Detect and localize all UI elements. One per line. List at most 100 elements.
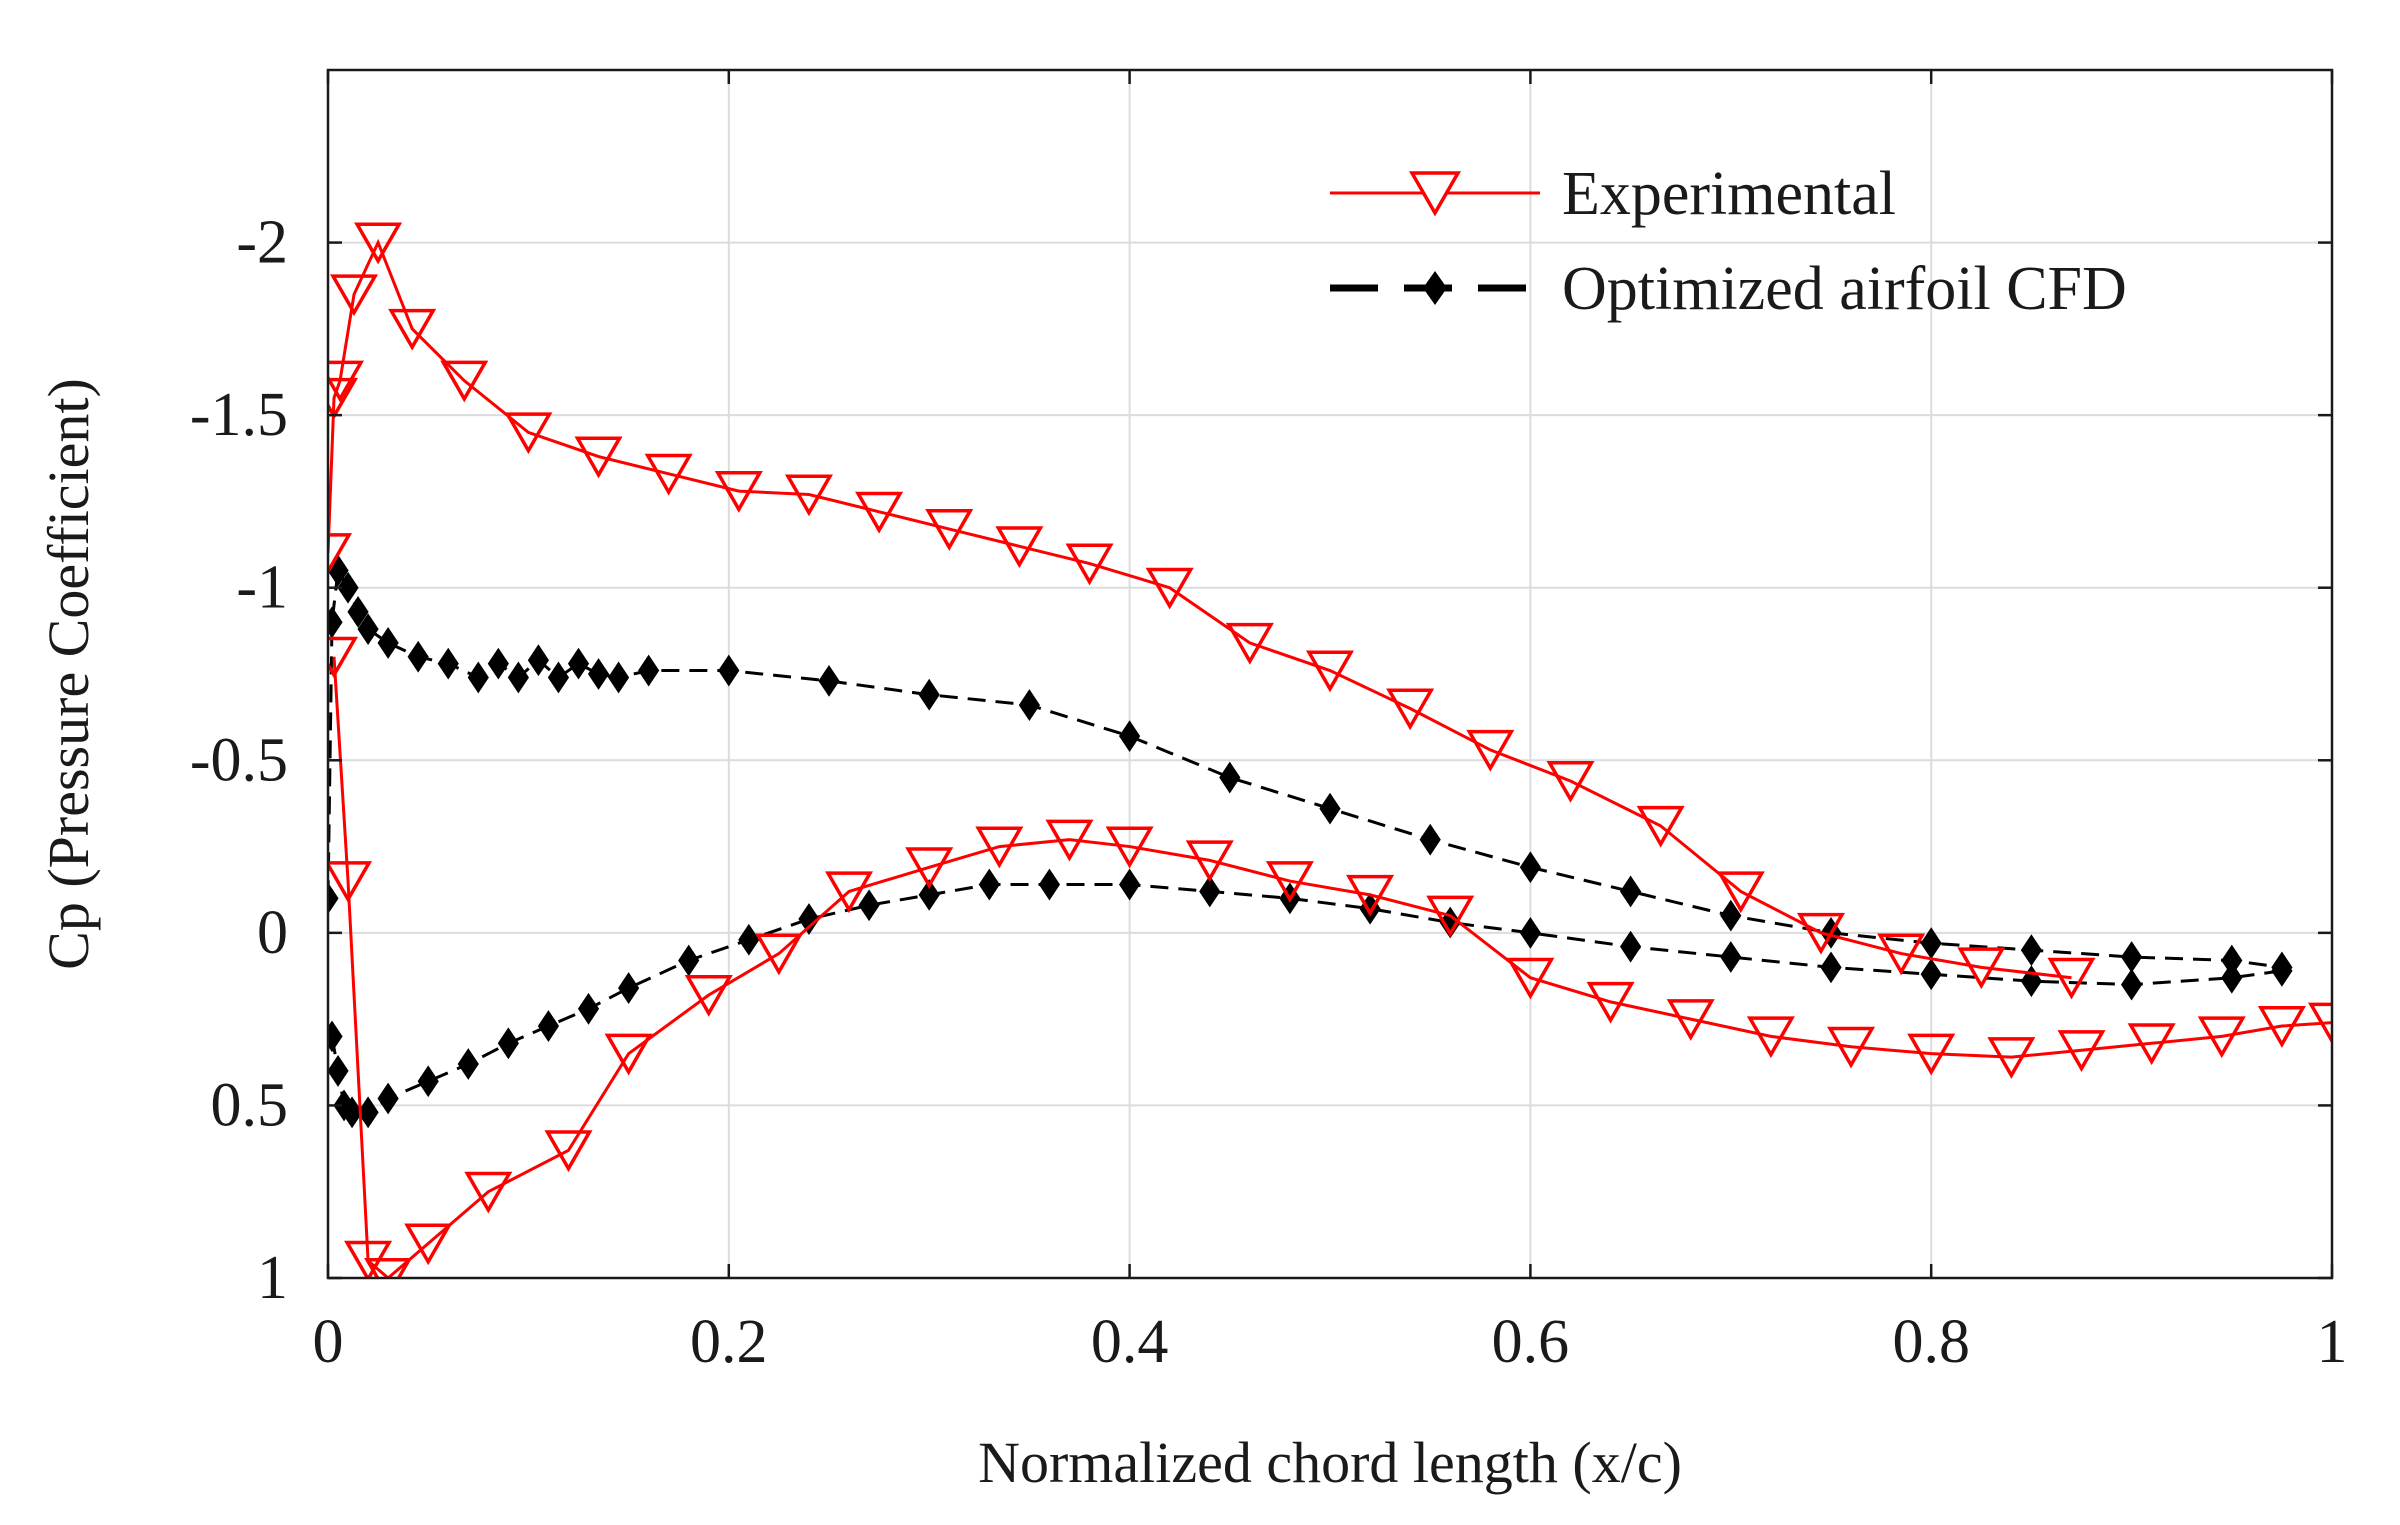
y-tick-label: 0 <box>257 899 288 967</box>
data-point <box>547 661 570 694</box>
data-point <box>905 847 954 890</box>
data-point <box>328 861 373 903</box>
data-point <box>1506 957 1555 1000</box>
data-point <box>1666 999 1715 1041</box>
data-point <box>357 613 379 646</box>
data-point <box>1466 729 1515 772</box>
plot-frame <box>326 68 2334 1280</box>
data-point <box>1619 875 1642 908</box>
data-point <box>995 526 1044 569</box>
data-point <box>1907 1033 1956 1076</box>
data-point <box>718 654 740 687</box>
data-point <box>377 1082 399 1115</box>
legend-label: Experimental <box>1562 160 1896 228</box>
x-axis-label: Normalized chord length (x/c) <box>978 1430 1682 1495</box>
data-point <box>328 1055 349 1087</box>
data-point <box>1716 871 1765 914</box>
axes: 0 0.2 0.4 0.6 0.8 1 -2 -1.5 -1 -0.5 0 0.5 1 <box>190 70 2348 1376</box>
data-point <box>1546 760 1595 803</box>
data-point <box>714 471 763 513</box>
data-point <box>918 878 940 911</box>
data-point <box>1519 851 1542 884</box>
data-point <box>2127 1023 2176 1066</box>
y-tick-label: 0.5 <box>211 1071 289 1139</box>
data-point <box>1920 958 1942 991</box>
data-point <box>2020 965 2043 998</box>
data-point <box>858 889 880 922</box>
data-point <box>347 595 369 628</box>
data-point <box>328 377 359 420</box>
data-point <box>574 436 623 479</box>
data-point <box>1118 868 1141 901</box>
data-point <box>1796 912 1846 955</box>
data-point <box>798 903 820 935</box>
legend-marker <box>1423 271 1447 305</box>
data-point <box>440 360 489 403</box>
data-point <box>1386 688 1435 731</box>
data-point <box>617 972 640 1004</box>
data-point <box>437 647 459 680</box>
data-point <box>1746 1016 1795 1059</box>
data-point <box>1519 916 1542 949</box>
data-point <box>457 1048 479 1080</box>
data-point <box>2020 934 2043 967</box>
data-point <box>404 1223 453 1266</box>
data-point <box>2057 1030 2106 1072</box>
x-tick-label: 0.8 <box>1892 1308 1970 1376</box>
series-line-lower-surface <box>332 656 2332 1278</box>
data-point <box>1426 895 1475 938</box>
data-point <box>1219 761 1241 794</box>
series-layer <box>328 222 2332 1278</box>
data-point <box>364 1257 413 1278</box>
data-point <box>1877 933 1926 976</box>
y-tick-label: -2 <box>236 209 288 277</box>
x-tick-label: 0 <box>313 1308 344 1376</box>
data-point <box>1720 899 1742 932</box>
data-point <box>567 647 590 680</box>
x-tick-label: 0.6 <box>1492 1308 1570 1376</box>
x-tick-label: 1 <box>2317 1308 2348 1376</box>
legend-item-experimental: Experimental <box>1330 160 1896 228</box>
data-point <box>1419 823 1441 856</box>
series-line-upper-surface <box>328 238 2072 980</box>
data-point <box>684 974 733 1017</box>
data-point <box>1820 951 1842 984</box>
legend-label: Optimized airfoil CFD <box>1562 255 2127 323</box>
data-point <box>1118 720 1141 753</box>
legend-marker <box>1408 171 1462 217</box>
data-point <box>1105 826 1154 869</box>
y-tick-label: 1 <box>257 1244 288 1312</box>
data-point <box>330 274 379 317</box>
data-point <box>507 661 529 694</box>
data-point <box>504 412 553 455</box>
data-point <box>975 826 1024 869</box>
y-tick-label: -0.5 <box>190 726 288 794</box>
series-cfd <box>328 554 2293 1129</box>
data-point <box>825 871 874 914</box>
data-point <box>537 1010 560 1042</box>
series-line-upper-surface <box>328 565 2283 969</box>
data-point <box>1018 689 1041 721</box>
data-point <box>978 868 1000 901</box>
data-point <box>407 640 429 673</box>
series-line-lower-surface <box>330 883 2283 1114</box>
data-point <box>1199 875 1221 908</box>
data-point <box>328 533 353 575</box>
data-point <box>1346 874 1395 917</box>
data-point <box>417 1065 439 1098</box>
data-point <box>1827 1026 1876 1069</box>
data-point <box>1045 819 1094 862</box>
data-point <box>918 678 940 711</box>
data-point <box>784 474 833 517</box>
data-point <box>577 992 600 1025</box>
data-point <box>2197 1016 2246 1059</box>
data-point <box>497 1027 519 1060</box>
data-point <box>2047 957 2096 1000</box>
grid <box>328 70 2332 1278</box>
data-point <box>377 627 399 659</box>
data-point <box>1225 622 1274 665</box>
data-point <box>328 606 343 639</box>
data-point <box>1065 543 1114 586</box>
data-point <box>587 658 610 690</box>
data-point <box>2307 1002 2332 1045</box>
